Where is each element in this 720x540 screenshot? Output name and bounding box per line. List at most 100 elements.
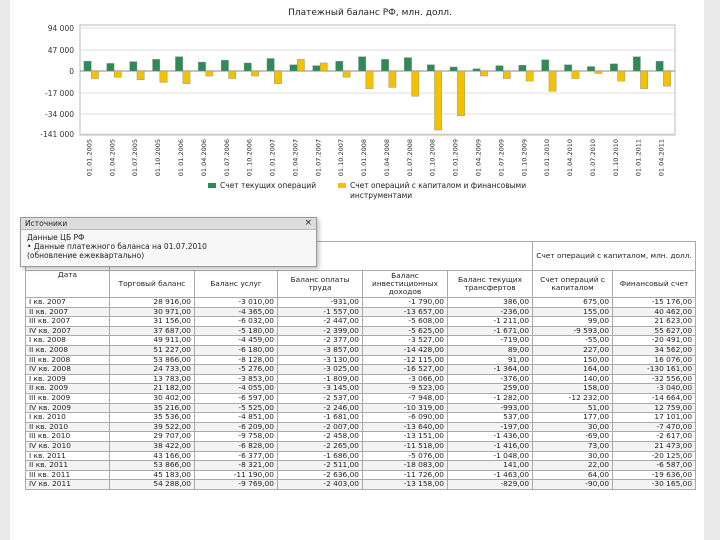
bar-capital-account (617, 70, 626, 82)
cell-value: -4 851,00 (194, 412, 278, 423)
cell-value: -3 040,00 (612, 383, 697, 394)
cell-value: 30 971,00 (109, 306, 195, 318)
cell-value: -376,00 (446, 373, 534, 385)
x-tick-label: 01.10.2008 (429, 139, 437, 176)
popup-source-link[interactable]: • Данные платежного баланса на 01.07.201… (27, 242, 207, 251)
cell-period: I кв. 2009 (25, 373, 110, 385)
cell-value: -13 640,00 (362, 421, 448, 433)
col-header-capital[interactable]: Счет операций с капиталом (532, 270, 614, 298)
x-tick-label: 01.01.2011 (635, 139, 643, 176)
cell-value: -1 809,00 (277, 373, 363, 385)
table-row[interactable]: II кв. 2009 21 182,00 -4 055,00 -3 145,00 -9… (25, 383, 697, 394)
legend-item-capital-account[interactable]: Счет операций с капиталом и финансовыми … (338, 181, 555, 201)
close-icon[interactable]: × (304, 218, 312, 228)
table-row[interactable]: IV кв. 2008 24 733,00 -5 276,00 -3 025,00 -1… (25, 364, 697, 375)
x-tick-label: 01.01.2005 (85, 139, 93, 176)
cell-value: -11 190,00 (194, 469, 278, 481)
cell-value: 21 623,00 (612, 316, 697, 327)
col-header-transfers[interactable]: Баланс текущих трансфертов (446, 270, 534, 298)
bar-current-account (175, 56, 183, 72)
table-row[interactable]: III кв. 2011 45 183,00 -11 190,00 -2 636,00… (25, 469, 697, 481)
table-row[interactable]: I кв. 2007 28 916,00 -3 010,00 -931,00 -1 79… (25, 297, 697, 308)
bar-current-account (106, 63, 115, 72)
cell-value: -130 161,00 (612, 364, 697, 375)
sources-popup: Источники × Данные ЦБ РФ • Данные платеж… (20, 217, 317, 267)
bar-current-account (129, 61, 138, 72)
legend-label-capital-account: Счет операций с капиталом и финансовыми … (350, 181, 527, 200)
cell-value: -13 151,00 (362, 431, 448, 442)
cell-value: 259,00 (446, 383, 534, 394)
col-header-services[interactable]: Баланс услуг (194, 270, 278, 298)
col-header-financial[interactable]: Финансовый счет (612, 270, 697, 298)
legend-swatch-yellow (338, 183, 346, 188)
cell-value: -236,00 (446, 306, 534, 318)
table-row[interactable]: I кв. 2011 43 166,00 -6 377,00 -1 686,00 -5 … (25, 450, 697, 462)
col-header-date[interactable]: Дата (25, 270, 110, 298)
bar-capital-account (113, 70, 122, 78)
bar-capital-account (228, 70, 237, 79)
x-tick-label: 01.07.2007 (314, 139, 322, 176)
bar-capital-account (342, 70, 351, 78)
y-tick-label: -17 000 (45, 89, 74, 98)
table-row[interactable]: III кв. 2007 31 156,00 -6 032,00 -2 447,00-… (25, 316, 697, 327)
table-row[interactable]: II кв. 2011 53 866,00 -8 321,00 -2 511,00 -1… (25, 460, 697, 471)
table-row[interactable]: IV кв. 2009 35 216,00 -5 525,00 -2 246,00 -1… (25, 402, 697, 414)
table-row[interactable]: III кв. 2010 29 707,00 -9 758,00 -2 458,00-… (25, 431, 697, 442)
table-row[interactable]: II кв. 2007 30 971,00 -4 365,00 -1 557,00 -1… (25, 306, 697, 318)
cell-value: -1 790,00 (362, 297, 448, 308)
cell-value: -9 593,00 (532, 325, 614, 337)
table-row[interactable]: I кв. 2008 49 911,00 -4 459,00 -2 377,00 -3 … (25, 335, 697, 346)
cell-value: -9 769,00 (194, 479, 278, 490)
cell-value: 675,00 (532, 297, 614, 308)
cell-value: 49 911,00 (109, 335, 195, 346)
cell-period: III кв. 2009 (25, 392, 110, 404)
table-row[interactable]: IV кв. 2010 38 422,00 -6 828,00 -2 265,00 -1… (25, 440, 697, 452)
cell-value: -20 491,00 (612, 335, 697, 346)
bar-capital-account (663, 70, 671, 87)
cell-value: 158,00 (532, 383, 614, 394)
cell-value: -20 125,00 (612, 450, 697, 462)
x-tick-label: 01.07.2006 (223, 139, 231, 176)
legend-item-current-account[interactable]: Счет текущих операций (208, 181, 316, 190)
cell-value: 386,00 (446, 297, 534, 308)
cell-value: -6 587,00 (612, 460, 697, 471)
table-row[interactable]: III кв. 2008 53 866,00 -8 128,00 -3 130,00-… (25, 354, 697, 366)
cell-value: -8 128,00 (194, 354, 278, 366)
cell-value: -5 076,00 (362, 450, 448, 462)
popup-source-title: Данные ЦБ РФ (27, 233, 85, 242)
bar-capital-account (525, 70, 534, 82)
bar-current-account (564, 64, 572, 72)
cell-value: -3 145,00 (277, 383, 363, 394)
cell-value: 150,00 (532, 354, 614, 366)
cell-value: 53 866,00 (109, 354, 195, 366)
bar-current-account (266, 58, 275, 72)
table-row[interactable]: III кв. 2009 30 402,00 -6 597,00 -2 537,00-… (25, 392, 697, 404)
x-tick-label: 01.01.2007 (269, 139, 277, 176)
bar-current-account (312, 65, 321, 72)
col-header-investment[interactable]: Баланс инвестиционных доходов (362, 270, 448, 298)
table-row[interactable]: I кв. 2010 35 536,00 -4 851,00 -1 681,00 -6 … (25, 412, 697, 423)
table-row[interactable]: IV кв. 2007 37 687,00 -5 180,00 -2 399,00 -5… (25, 325, 697, 337)
cell-value: -5 276,00 (194, 364, 278, 375)
x-tick-label: 01.07.2008 (406, 139, 414, 176)
x-tick-label: 01.10.2007 (337, 139, 345, 176)
col-header-labor[interactable]: Баланс оплаты труда (277, 270, 363, 298)
table-row[interactable]: IV кв. 2011 54 288,00 -9 769,00 -2 403,00 -1… (25, 479, 697, 490)
bar-capital-account (365, 70, 374, 89)
table-row[interactable]: I кв. 2009 13 783,00 -3 853,00 -1 809,00 -3 … (25, 373, 697, 385)
cell-value: 51,00 (532, 402, 614, 414)
cell-period: IV кв. 2011 (25, 479, 110, 490)
cell-value: 30,00 (532, 421, 614, 433)
cell-value: 16 076,00 (612, 354, 697, 366)
popup-source-note: (обновление ежеквартально) (27, 251, 145, 260)
bar-capital-account (388, 70, 397, 88)
bar-current-account (449, 66, 458, 72)
table-row[interactable]: II кв. 2010 39 522,00 -6 209,00 -2 007,00 -1… (25, 421, 697, 433)
cell-period: I кв. 2010 (25, 412, 110, 423)
table-row[interactable]: II кв. 2008 51 227,00 -6 180,00 -3 857,00 -1… (25, 344, 697, 356)
cell-value: -197,00 (446, 421, 534, 433)
cell-value: -6 032,00 (194, 316, 278, 327)
cell-value: -13 158,00 (362, 479, 448, 490)
cell-value: -1 436,00 (446, 431, 534, 442)
col-header-trade[interactable]: Торговый баланс (109, 270, 195, 298)
